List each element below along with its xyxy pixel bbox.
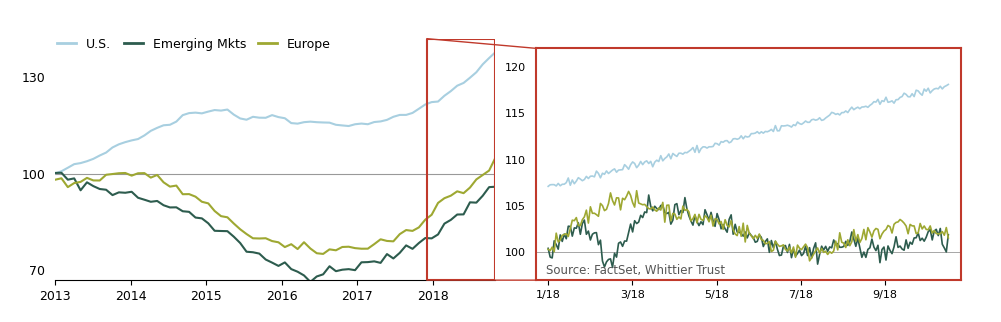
Legend: U.S., Emerging Mkts, Europe: U.S., Emerging Mkts, Europe	[52, 33, 336, 56]
Text: Source: FactSet, Whittier Trust: Source: FactSet, Whittier Trust	[546, 264, 725, 277]
Bar	[426, 39, 495, 280]
